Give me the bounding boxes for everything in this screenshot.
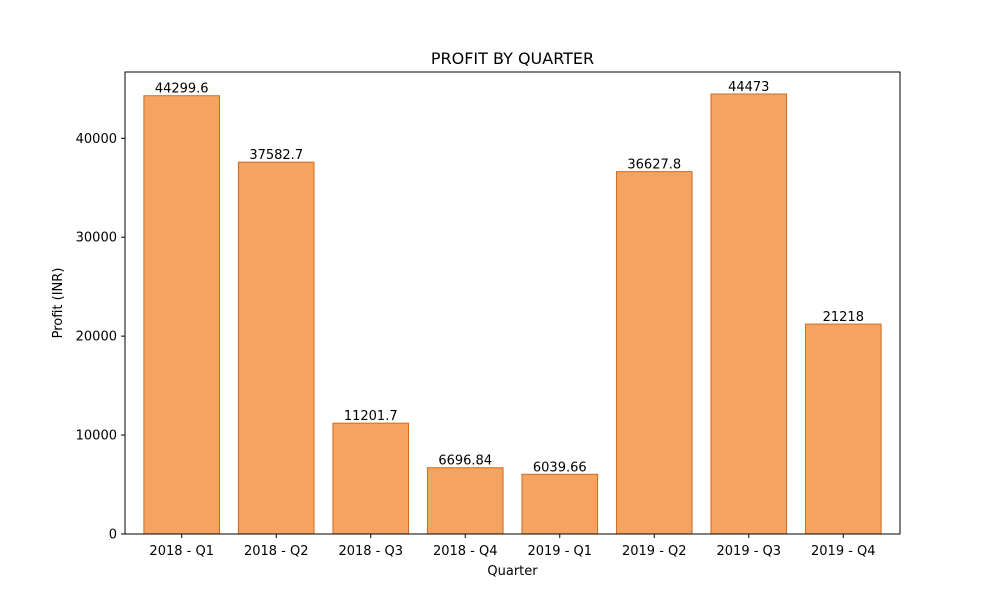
data-label-3: 6696.84 — [438, 454, 492, 469]
bar-7 — [804, 323, 882, 535]
x-axis: 2018 - Q1 2018 - Q2 2018 - Q3 2018 - Q4 2019… — [149, 534, 876, 559]
x-tick-label-7: 2019 - Q4 — [811, 544, 876, 559]
bar-3 — [426, 467, 504, 535]
y-tick-label-4: 40000 — [76, 132, 117, 147]
bar-5 — [615, 171, 693, 535]
y-axis: 0 10000 20000 30000 40000 — [76, 132, 125, 543]
x-tick-label-6: 2019 - Q3 — [717, 544, 782, 559]
data-labels-layer: 44299.6 37582.7 11201.7 6696.84 6039.66 36627… — [155, 80, 864, 475]
data-label-4: 6039.66 — [533, 460, 587, 475]
x-axis-title: Quarter — [487, 564, 538, 579]
x-tick-label-2: 2018 - Q3 — [338, 544, 403, 559]
x-tick-label-0: 2018 - Q1 — [149, 544, 214, 559]
data-label-5: 36627.8 — [627, 158, 681, 173]
y-tick-label-0: 0 — [109, 528, 117, 543]
x-tick-label-5: 2019 - Q2 — [622, 544, 687, 559]
chart-title: PROFIT BY QUARTER — [431, 49, 594, 68]
y-tick-label-3: 30000 — [76, 231, 117, 246]
bar-1 — [237, 161, 315, 535]
x-tick-label-1: 2018 - Q2 — [244, 544, 309, 559]
y-axis-title: Profit (INR) — [51, 268, 66, 339]
data-label-1: 37582.7 — [249, 148, 303, 163]
bars-layer — [143, 93, 882, 535]
bar-6 — [710, 93, 788, 535]
bar-0 — [143, 95, 221, 535]
bar-2 — [332, 422, 410, 535]
x-tick-label-4: 2019 - Q1 — [527, 544, 592, 559]
data-label-2: 11201.7 — [344, 409, 398, 424]
bar-4 — [521, 473, 599, 535]
data-label-0: 44299.6 — [155, 82, 209, 97]
y-tick-label-1: 10000 — [76, 429, 117, 444]
x-tick-label-3: 2018 - Q4 — [433, 544, 498, 559]
plot-area-frame — [124, 71, 901, 535]
data-label-6: 44473 — [728, 80, 769, 95]
data-label-7: 21218 — [823, 310, 864, 325]
y-tick-label-2: 20000 — [76, 330, 117, 345]
